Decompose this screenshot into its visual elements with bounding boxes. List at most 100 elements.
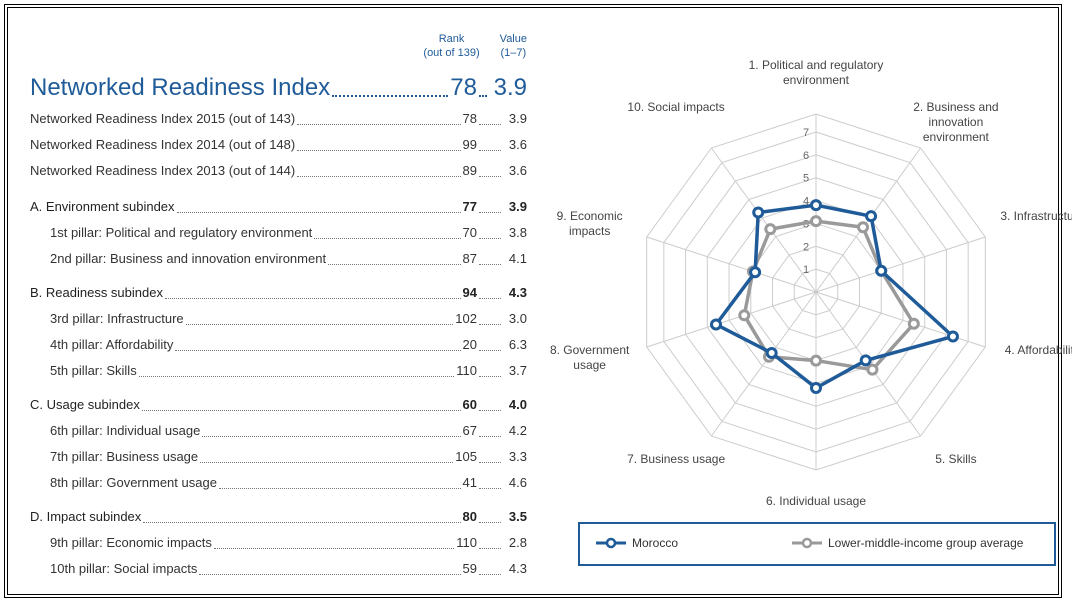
table-header: Rank (out of 139) Value (1–7) [30,32,527,60]
legend-label: Morocco [632,536,679,550]
row-label: Networked Readiness Index 2013 (out of 1… [30,163,296,178]
dot-leader [175,349,461,351]
rank: 99 [462,137,477,152]
value: 3.8 [508,225,527,240]
dot-leader [332,95,449,97]
rank: 110 [456,363,477,378]
series-point [866,363,879,376]
dot-leader [479,487,501,489]
pillar-row: 5th pillar: Skills 110 3.7 [30,358,527,384]
series-point [810,199,822,212]
value: 3.9 [508,111,527,126]
dot-leader [479,211,501,213]
spoke [646,236,817,293]
row-label: 2nd pillar: Business and innovation envi… [50,251,327,266]
legend-label: Lower-middle-income group average [828,536,1024,550]
rank: 80 [462,509,477,524]
rank: 89 [462,163,477,178]
series-point [810,382,822,394]
axis-label: 1. Political and regulatory environment [748,58,884,87]
series-point [710,318,723,331]
dot-leader [200,461,454,463]
dot-leader [213,547,455,549]
pillar-row: 8th pillar: Government usage 41 4.6 [30,470,527,496]
rank-header-sub: (out of 139) [423,47,480,59]
dot-leader [479,297,501,299]
tick-label: 5 [803,173,809,185]
legend-item: Lower-middle-income group average [790,536,1023,550]
spoke [815,236,986,293]
pillar-row: 10th pillar: Social impacts 59 4.3 [30,556,527,582]
value: 4.6 [508,475,527,490]
value: 3.6 [508,137,527,152]
dot-leader [479,461,501,463]
row-label: 9th pillar: Economic impacts [50,535,212,550]
rank: 87 [462,251,477,266]
series-point [749,266,762,279]
row-label: C. Usage subindex [30,397,140,412]
subindex-row: C. Usage subindex 60 4.0 [30,392,527,418]
tick-label: 6 [803,150,809,162]
index-table: Rank (out of 139) Value (1–7) Networked Re… [30,32,527,582]
tick-label: 4 [803,196,809,208]
series-point [752,206,765,219]
row-label: B. Readiness subindex [30,285,163,300]
dot-leader [479,521,501,523]
axis-label: 9. Economic impacts [556,208,623,238]
subindex-row: A. Environment subindex 77 3.9 [30,194,527,220]
dot-leader [479,95,487,97]
value: 3.5 [508,509,527,524]
value-header: Value [499,33,527,45]
rank: 70 [462,225,477,240]
row-label: 10th pillar: Social impacts [50,561,198,576]
series-0 [710,199,959,394]
main-row: Networked Readiness Index 78 3.9 [30,70,527,106]
dot-leader [314,237,461,239]
row-label: Networked Readiness Index 2014 (out of 1… [30,137,296,152]
legend-marker [605,537,617,549]
dot-leader [479,175,501,177]
value: 3.6 [508,163,527,178]
spoke [646,291,817,348]
axis-label: 4. Affordability [1004,343,1072,358]
dot-leader [176,211,461,213]
series-point [857,221,870,234]
value: 3.3 [508,449,527,464]
dot-leader [297,123,461,125]
legend-marker [801,537,813,549]
pillar-row: 4th pillar: Affordability 20 6.3 [30,332,527,358]
value: 3.7 [508,363,527,378]
history-row: Networked Readiness Index 2014 (out of 1… [30,132,527,158]
dot-leader [479,349,501,351]
rank: 60 [462,397,477,412]
series-1 [738,215,920,376]
table-body: Networked Readiness Index 78 3.9 Networked … [30,70,527,582]
value: 6.3 [508,337,527,352]
rank: 102 [455,311,477,326]
dot-leader [297,175,461,177]
tick-label: 2 [803,241,809,253]
pillar-row: 9th pillar: Economic impacts 110 2.8 [30,530,527,556]
dot-leader [297,149,461,151]
value: 3.9 [508,199,527,214]
rank: 94 [462,285,477,300]
row-label: 1st pillar: Political and regulatory env… [50,225,313,240]
row-label: 7th pillar: Business usage [50,449,199,464]
value: 4.0 [508,397,527,412]
value: 2.8 [508,535,527,550]
axis-label: 2. Business and innovation environment [913,99,999,144]
history-row: Networked Readiness Index 2013 (out of 1… [30,158,527,184]
series-point [764,223,777,236]
dot-leader [479,263,501,265]
series-point [865,210,878,223]
dot-leader [202,435,461,437]
series-point [765,347,778,360]
dot-leader [479,573,501,575]
dot-leader [218,487,461,489]
rank: 78 [462,111,477,126]
subindex-row: D. Impact subindex 80 3.5 [30,504,527,530]
row-label: A. Environment subindex [30,199,175,214]
axis-label: 6. Individual usage [765,494,867,508]
tick-label: 7 [803,127,809,139]
